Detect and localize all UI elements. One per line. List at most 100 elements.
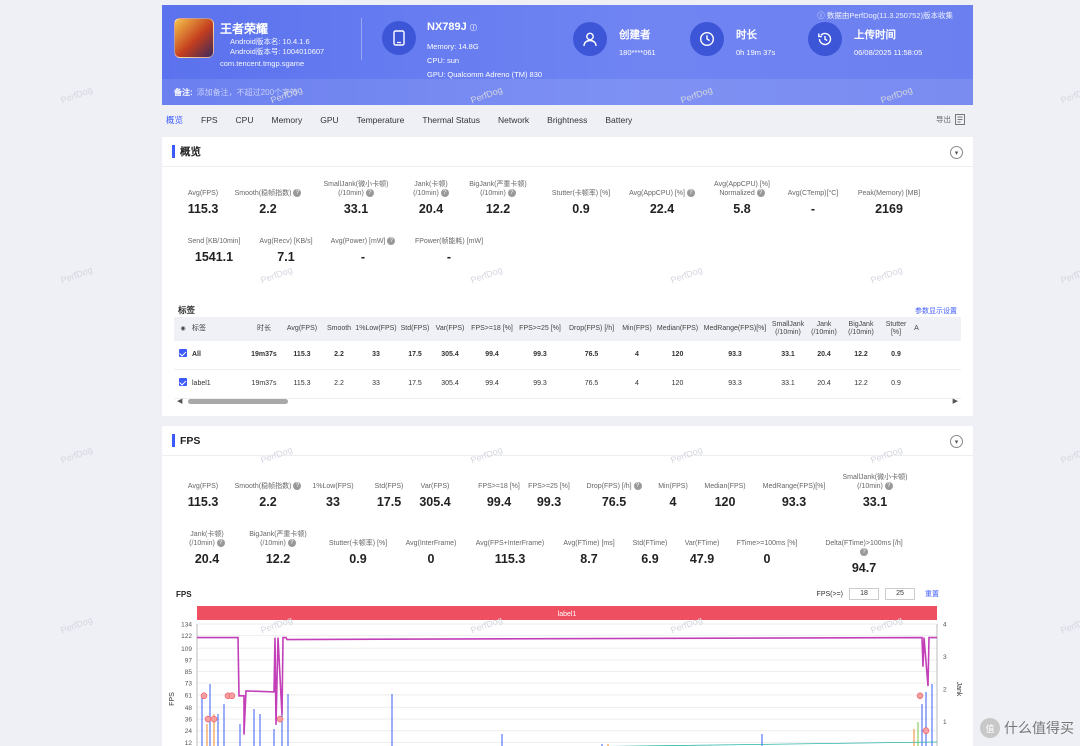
fps-chart[interactable]: label1 134 122 109 97 85 73 61 48 36 24 12 4 3 2 1 FPS Ja…	[162, 604, 973, 746]
table-header-cell[interactable]: FPS>=18 [%]	[471, 324, 513, 332]
table-header-cell[interactable]: Var(FPS)	[435, 324, 465, 332]
checkbox-cell	[174, 378, 192, 390]
column-settings-link[interactable]: 参数显示设置	[915, 308, 957, 315]
table-header-cell[interactable]: SmallJank (/10min)	[771, 320, 805, 337]
overview-metric: Avg(FPS) 115.3	[163, 189, 243, 216]
table-header-cell[interactable]: 1%Low(FPS)	[355, 324, 397, 332]
help-icon[interactable]: ?	[287, 539, 296, 548]
metric-label: Peak(Memory) [MB]	[857, 190, 921, 197]
fps-metric: Var(FPS) 305.4	[397, 482, 473, 509]
note-label: 备注:	[174, 87, 193, 97]
table-header-cell[interactable]: BigJank (/10min)	[848, 320, 874, 337]
fps-threshold-input-1[interactable]: 18	[849, 588, 879, 600]
help-icon[interactable]: ?	[756, 189, 765, 198]
reset-button[interactable]: 重置	[925, 591, 939, 598]
visibility-icon[interactable]: ◉	[180, 325, 186, 332]
metric-label: Avg(Power) [mW] ?	[318, 237, 408, 246]
metric-label: Stutter(卡顿率) [%]	[328, 540, 388, 547]
table-cell: 305.4	[441, 379, 459, 387]
table-header-cell[interactable]: 标签	[192, 324, 206, 332]
watermark: PerfDog	[1059, 84, 1080, 106]
export-button[interactable]: 导出	[936, 114, 965, 125]
overview-metric: Avg(Power) [mW] ? -	[318, 237, 408, 264]
tab-battery[interactable]: Battery	[605, 115, 633, 125]
table-cell: 93.3	[728, 350, 742, 358]
device-cpu: CPU: sun	[427, 56, 460, 65]
help-icon[interactable]: ?	[686, 189, 695, 198]
collapse-icon[interactable]: ▾	[950, 435, 963, 448]
tab-bar: 概览 FPS CPU Memory GPU Temperature Therma…	[162, 105, 973, 135]
row-checkbox[interactable]	[179, 378, 187, 387]
table-scrollbar[interactable]: ◀ ▶	[174, 396, 961, 406]
collapse-icon[interactable]: ▾	[950, 146, 963, 159]
history-icon	[808, 22, 842, 56]
help-icon[interactable]: ?	[365, 189, 374, 198]
watermark: PerfDog	[1059, 264, 1080, 286]
tab-fps[interactable]: FPS	[201, 115, 218, 125]
table-header-cell[interactable]: Smooth	[326, 324, 352, 332]
scroll-right-arrow-icon[interactable]: ▶	[952, 398, 958, 405]
tab-overview[interactable]: 概览	[166, 115, 184, 125]
table-row[interactable]: label1 19m37s 115.3 2.2 33 17.5 305.4 99.4 99.3 7…	[174, 370, 961, 399]
table-header-cell[interactable]: Min(FPS)	[622, 324, 652, 332]
help-icon[interactable]: ?	[884, 482, 893, 491]
table-cell: 99.3	[533, 379, 547, 387]
table-header-cell[interactable]: Std(FPS)	[400, 324, 430, 332]
metric-label: Stutter(卡顿率) [%]	[551, 190, 611, 197]
row-checkbox[interactable]	[179, 349, 187, 358]
help-icon[interactable]: ?	[216, 539, 225, 548]
help-icon[interactable]: ?	[860, 548, 868, 557]
metric-value: 115.3	[187, 495, 219, 509]
table-header-cell[interactable]: A	[914, 324, 919, 332]
overview-metric: Avg(AppCPU) [%] Normalized ? 5.8	[702, 180, 782, 216]
y-tick-label: 122	[181, 633, 192, 640]
tab-cpu[interactable]: CPU	[235, 115, 254, 125]
overview-header: 概览 ▾	[162, 137, 973, 167]
metric-label: Avg(FPS+InterFrame)	[475, 540, 545, 547]
metric-value: 115.3	[494, 552, 526, 566]
help-icon[interactable]: ?	[387, 237, 396, 246]
table-header-cell[interactable]: FPS>=25 [%]	[519, 324, 561, 332]
help-icon[interactable]: ?	[507, 189, 516, 198]
help-icon[interactable]: ?	[293, 189, 302, 198]
report-header: ⓘ 数据由PerfDog(11.3.250752)版本收集 王者荣耀 Andro…	[162, 5, 973, 105]
metric-label: Avg(CTemp)[°C]	[787, 190, 839, 197]
metric-label: Var(FPS)	[420, 483, 450, 490]
overview-metric: Smooth(稳帧指数) ? 2.2	[228, 189, 308, 216]
tab-brightness[interactable]: Brightness	[547, 115, 588, 125]
fps-card: FPS ▾ Avg(FPS) 115.3 Smooth(稳帧指数) ? 2.2 1%Lo…	[162, 426, 973, 746]
watermark: PerfDog	[59, 264, 94, 286]
metric-value: 0.9	[572, 202, 590, 216]
table-header-cell[interactable]: 时长	[257, 324, 271, 332]
metric-label: Avg(FPS)	[187, 483, 219, 490]
table-header-cell[interactable]: MedRange(FPS)[%]	[703, 324, 767, 332]
fps-threshold-control: FPS(>=) 18 25 重置	[817, 588, 939, 600]
scrollbar-thumb[interactable]	[188, 399, 288, 404]
tab-thermal-status[interactable]: Thermal Status	[422, 115, 480, 125]
tab-gpu[interactable]: GPU	[320, 115, 339, 125]
tab-temperature[interactable]: Temperature	[356, 115, 405, 125]
table-header-cell[interactable]: Median(FPS)	[656, 324, 699, 332]
scroll-left-arrow-icon[interactable]: ◀	[177, 398, 183, 405]
overview-metric: Peak(Memory) [MB] 2169	[849, 189, 929, 216]
table-row[interactable]: All 19m37s 115.3 2.2 33 17.5 305.4 99.4 99.3 76.5…	[174, 341, 961, 370]
metric-value: 0	[763, 552, 771, 566]
metric-value: 7.1	[277, 250, 295, 264]
watermark: PerfDog	[59, 614, 94, 636]
table-header-cell[interactable]: Avg(FPS)	[286, 324, 318, 332]
fps-threshold-input-2[interactable]: 25	[885, 588, 915, 600]
table-header: ◉ 标签 时长 Avg(FPS) Smooth 1%Low(FPS) Std(FPS) Var…	[174, 317, 961, 341]
table-header-cell[interactable]: Stutter [%]	[885, 320, 907, 337]
help-icon[interactable]: ?	[440, 189, 449, 198]
tab-memory[interactable]: Memory	[271, 115, 303, 125]
metric-label: SmallJank(微小卡顿) (/10min) ?	[323, 181, 389, 198]
help-icon[interactable]: ?	[633, 482, 642, 491]
table-header-cell[interactable]: Jank (/10min)	[811, 320, 837, 337]
metric-label: BigJank(严重卡顿) (/10min) ?	[249, 531, 307, 548]
help-icon[interactable]: ?	[293, 482, 302, 491]
fps-header: FPS ▾	[162, 426, 973, 456]
note-field[interactable]: 备注: 添加备注，不超过200个字符	[162, 79, 973, 105]
table-header-cell[interactable]: Drop(FPS) [/h]	[568, 324, 615, 332]
tab-network[interactable]: Network	[497, 115, 530, 125]
overview-metric: FPower(帧能耗) [mW] -	[404, 237, 494, 264]
